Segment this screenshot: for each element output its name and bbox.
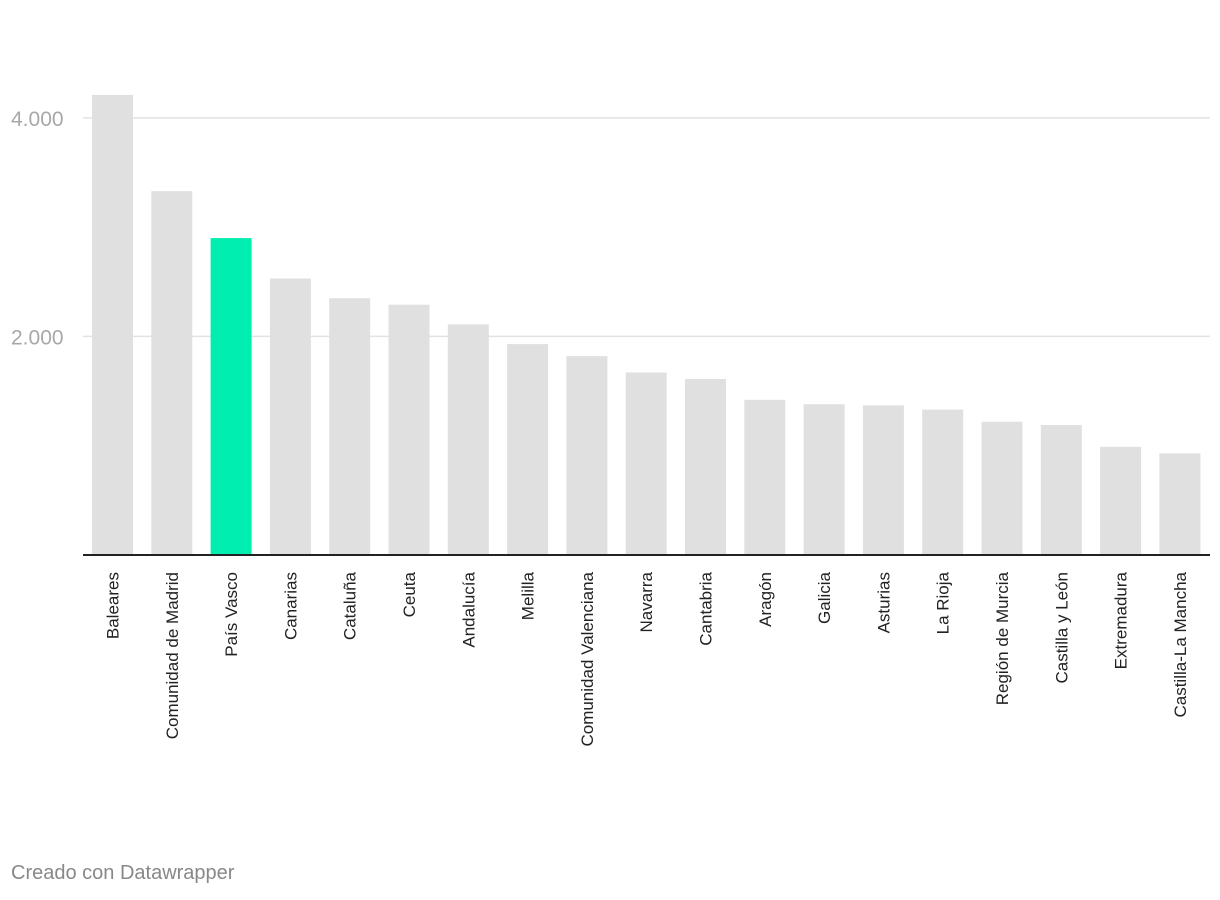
bars [92,94,1201,556]
x-tick-label: Melilla [519,571,538,620]
x-tick-label: Navarra [637,571,656,632]
x-tick-label: Andalucía [459,571,478,647]
x-tick-label: Asturias [874,572,893,633]
grid-lines: 2.000 4.000 [11,108,1210,349]
bar[interactable] [862,405,904,555]
y-tick-label: 2.000 [11,326,64,349]
y-tick-label: 4.000 [11,108,64,131]
bar[interactable] [566,356,608,555]
bar[interactable] [744,399,786,555]
footer-credit[interactable]: Creado con Datawrapper [11,862,235,884]
x-tick-label: Comunidad Valenciana [578,571,597,746]
bar[interactable] [803,404,845,555]
bar[interactable] [1159,453,1201,555]
x-tick-label: Ceuta [400,571,419,617]
x-tick-label: Canarias [281,572,300,640]
bar[interactable] [1100,446,1142,555]
bar[interactable] [151,191,193,555]
x-tick-label: La Rioja [934,571,953,634]
x-tick-label: Extremadura [1112,571,1131,669]
x-tick-label: Cataluña [341,571,360,640]
bar[interactable] [269,278,311,556]
bar[interactable] [922,409,964,555]
bar[interactable] [388,304,430,555]
x-tick-label: Baleares [104,572,123,639]
bar[interactable] [447,324,489,555]
x-tick-label: Castilla-La Mancha [1171,571,1190,717]
x-tick-label: Aragón [756,572,775,627]
x-axis-labels: Baleares Comunidad de Madrid País Vasco Can… [104,571,1190,746]
bar-chart: 2.000 4.000 Baleares Comunidad de Madrid Pa… [11,94,1210,747]
x-tick-label: Cantabria [697,571,716,645]
bar[interactable] [92,94,133,556]
bar[interactable] [981,421,1023,555]
bar[interactable] [1040,425,1082,555]
x-tick-label: Región de Murcia [993,571,1012,705]
x-tick-label: Comunidad de Madrid [163,572,182,739]
x-tick-label: País Vasco [222,572,241,657]
x-tick-label: Galicia [815,571,834,624]
bar[interactable] [625,372,667,556]
x-tick-label: Castilla y León [1052,572,1071,684]
bar[interactable] [210,238,252,555]
bar[interactable] [507,344,549,555]
bar[interactable] [329,298,371,555]
bar[interactable] [685,379,726,555]
